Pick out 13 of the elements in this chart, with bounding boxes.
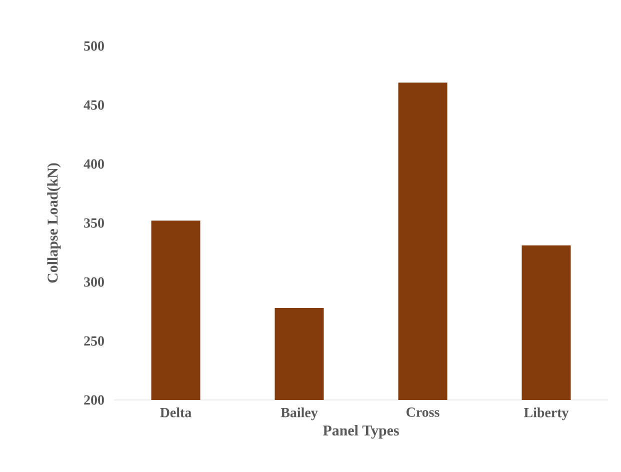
x-tick-label: Delta <box>160 407 192 418</box>
y-tick-label: 350 <box>84 218 104 228</box>
x-tick-label: Liberty <box>524 407 569 420</box>
x-axis-title: Panel Types <box>322 425 399 439</box>
y-tick-label: 250 <box>84 336 104 346</box>
y-tick-label: 400 <box>84 159 104 169</box>
x-tick-label: Bailey <box>280 407 318 420</box>
y-axis-title: Collapse Load(kN) <box>47 163 61 283</box>
y-tick-label: 300 <box>84 277 104 287</box>
x-tick-label: Cross <box>406 408 440 417</box>
y-tick-label: 500 <box>84 41 104 51</box>
y-tick-label: 200 <box>84 395 104 405</box>
y-tick-label: 450 <box>84 100 104 110</box>
